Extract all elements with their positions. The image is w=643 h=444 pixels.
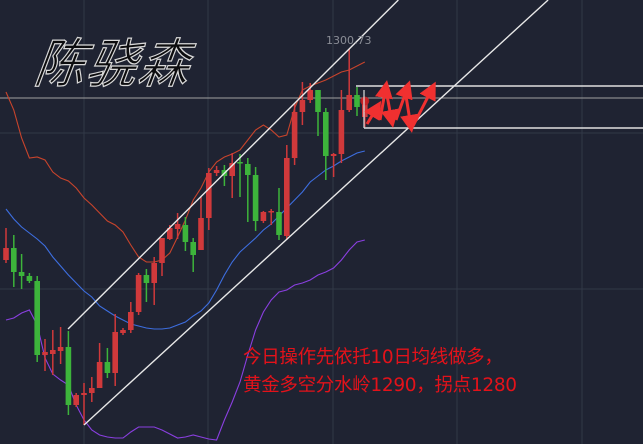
candle-body [330, 154, 337, 156]
candle-body [245, 164, 251, 175]
candle-body [307, 90, 313, 100]
candle-body [34, 281, 40, 355]
annotation-line-2: 黄金多空分水岭1290，拐点1280 [243, 375, 517, 396]
candle-body [299, 100, 306, 112]
candle-body [268, 211, 274, 213]
candle-body [182, 225, 189, 242]
candle-body [174, 224, 181, 229]
candle-body [167, 228, 173, 239]
candle-body [143, 275, 150, 283]
candle-body [206, 173, 212, 218]
candle-body [73, 395, 79, 405]
candle-body [276, 212, 282, 235]
forecast-arrow [411, 81, 436, 127]
candle-body [190, 242, 196, 255]
calligraphy-logo: 陈骁森 [31, 33, 197, 95]
candle-body [89, 388, 95, 393]
candle-body [42, 352, 48, 355]
candle-body [252, 175, 259, 221]
candle-body [57, 347, 64, 351]
candle-body [229, 163, 235, 176]
forecast-arrow [400, 89, 418, 133]
candle-body [323, 112, 329, 156]
candle-body [151, 263, 157, 283]
candle-body [135, 275, 142, 312]
candle-body [237, 162, 243, 164]
lower-bollinger-band [5, 239, 365, 441]
annotation-line-1: 今日操作先依托10日均线做多， [243, 347, 503, 368]
candle-body [159, 238, 165, 263]
candle-body [50, 350, 56, 354]
candle-body [104, 362, 111, 373]
high-price-label: 1300.73 [326, 34, 372, 47]
candle-body [112, 332, 118, 373]
candle-body [65, 347, 72, 405]
candle-body [81, 393, 87, 395]
candle-body [18, 272, 25, 276]
forecast-arrow [380, 89, 399, 128]
candle-body [198, 218, 204, 250]
candle-body [11, 248, 17, 272]
middle-bollinger-band [5, 150, 365, 330]
candle-body [346, 95, 352, 110]
candle-body [354, 95, 360, 107]
candle-body [96, 362, 103, 388]
current-price-dot [360, 96, 370, 106]
forecast-arrow [364, 100, 382, 125]
channel-trendline [67, 0, 399, 330]
candle-body [213, 170, 220, 173]
candle-body [3, 248, 9, 260]
candle-body [128, 312, 134, 330]
candle-body [284, 158, 290, 236]
channel-trendline [83, 0, 549, 426]
candle-body [315, 90, 321, 112]
candle-body [338, 110, 345, 154]
candle-body [291, 112, 298, 158]
candle-body [120, 330, 126, 333]
candle-body [26, 276, 33, 281]
candle-body [260, 212, 267, 221]
